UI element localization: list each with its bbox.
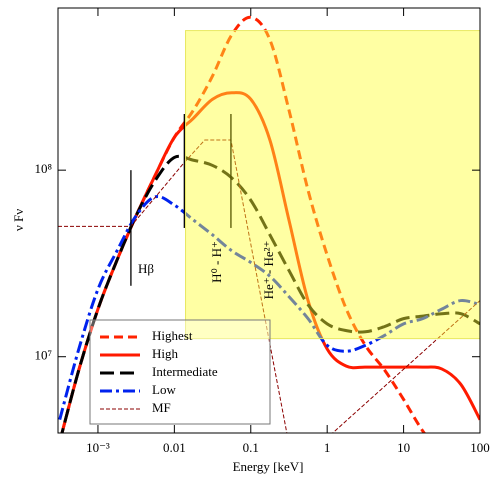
annotation: Hβ [138, 261, 154, 276]
x-tick-label: 10 [397, 440, 410, 455]
legend-label: Low [152, 382, 176, 397]
axes: 10⁻³ 0.01 0.1 1 10 100 10⁷ 10⁸ [34, 8, 490, 455]
y-axis-label: ν Fν [11, 209, 26, 231]
legend-label: High [152, 346, 179, 361]
legend-label: Highest [152, 328, 193, 343]
y-tick-label: 10⁷ [34, 348, 52, 363]
x-axis-label: Energy [keV] [233, 459, 304, 474]
x-tick-label: 0.1 [243, 440, 259, 455]
plot-lines [58, 15, 480, 433]
x-tick-label: 100 [470, 440, 490, 455]
x-tick-label: 0.01 [163, 440, 186, 455]
series-line [58, 139, 480, 433]
series-line [60, 154, 480, 433]
y-tick-label: 10⁸ [34, 161, 52, 176]
x-tick-label: 10⁻³ [86, 440, 110, 455]
legend-label: Intermediate [152, 364, 218, 379]
series-line [58, 194, 480, 421]
overlay [130, 30, 481, 340]
shaded-region [185, 30, 481, 340]
annotation: H⁰ - H⁺ [209, 241, 224, 283]
plot-frame [57, 7, 481, 434]
legend: Highest High Intermediate Low MF [89, 319, 271, 425]
legend-label: MF [152, 400, 171, 415]
x-tick-label: 1 [324, 440, 331, 455]
annotation: He⁺ - He²⁺ [261, 241, 276, 300]
